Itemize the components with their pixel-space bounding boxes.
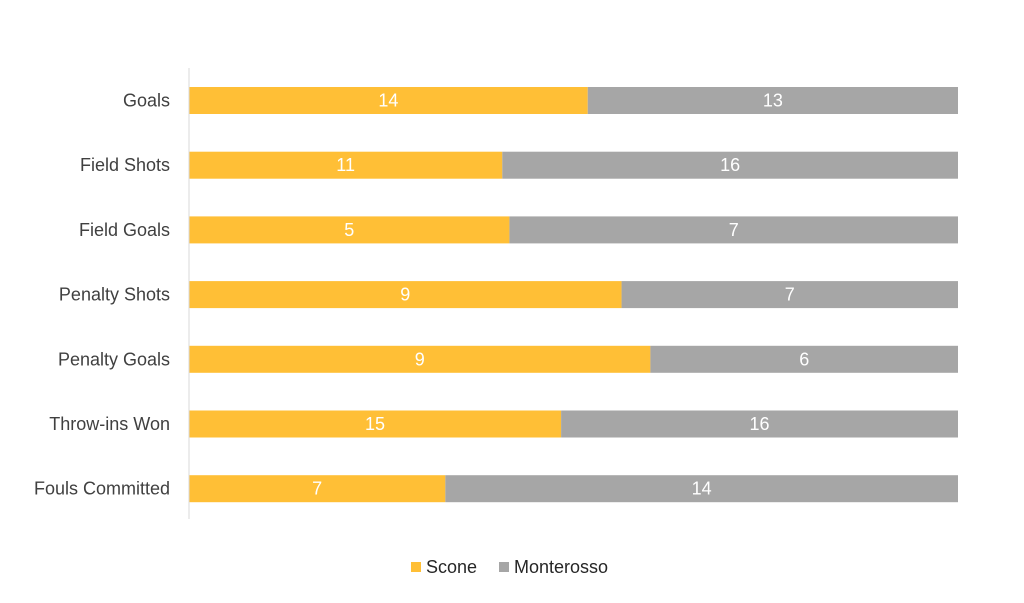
data-label-monterosso-4: 6 — [799, 349, 809, 369]
data-label-scone-4: 9 — [415, 349, 425, 369]
data-label-scone-2: 5 — [344, 220, 354, 240]
bar-scone-2 — [189, 216, 510, 244]
data-label-scone-0: 14 — [378, 91, 398, 111]
legend-label-0: Scone — [426, 557, 477, 577]
category-labels: Goals Field Shots Field Goals Penalty Shots… — [34, 91, 170, 499]
bar-monterosso-4 — [650, 345, 958, 373]
data-label-scone-1: 11 — [336, 155, 355, 175]
data-label-monterosso-2: 7 — [729, 220, 739, 240]
category-label: Penalty Shots — [59, 285, 170, 305]
data-label-scone-3: 9 — [400, 285, 410, 305]
bar-scone-0 — [189, 87, 588, 114]
bars-layer: 14 13 11 16 5 7 9 7 9 6 15 16 7 14 — [189, 87, 958, 503]
data-label-monterosso-1: 16 — [720, 155, 740, 175]
legend-label-1: Monterosso — [514, 557, 608, 577]
legend: Scone Monterosso — [411, 557, 608, 577]
bar-scone-5 — [189, 410, 562, 438]
data-label-scone-5: 15 — [365, 414, 385, 434]
bar-monterosso-2 — [509, 216, 958, 244]
category-label: Goals — [123, 91, 170, 111]
category-label: Penalty Goals — [58, 349, 170, 369]
bar-monterosso-5 — [561, 410, 958, 438]
bar-scone-1 — [189, 151, 503, 179]
bar-monterosso-0 — [587, 87, 958, 114]
bar-monterosso-1 — [502, 151, 958, 179]
category-label: Field Goals — [79, 220, 170, 240]
legend-swatch-0 — [411, 562, 421, 572]
data-label-monterosso-3: 7 — [785, 285, 795, 305]
legend-swatch-1 — [499, 562, 509, 572]
category-label: Throw-ins Won — [49, 414, 170, 434]
category-label: Fouls Committed — [34, 479, 170, 499]
data-label-monterosso-6: 14 — [692, 479, 712, 499]
data-label-monterosso-0: 13 — [763, 91, 783, 111]
bar-scone-4 — [189, 345, 651, 373]
data-label-scone-6: 7 — [312, 479, 322, 499]
bar-scone-3 — [189, 281, 622, 309]
data-label-monterosso-5: 16 — [750, 414, 770, 434]
bar-monterosso-6 — [445, 475, 958, 503]
category-label: Field Shots — [80, 155, 170, 175]
bar-monterosso-3 — [621, 281, 958, 309]
bar-scone-6 — [189, 475, 446, 503]
